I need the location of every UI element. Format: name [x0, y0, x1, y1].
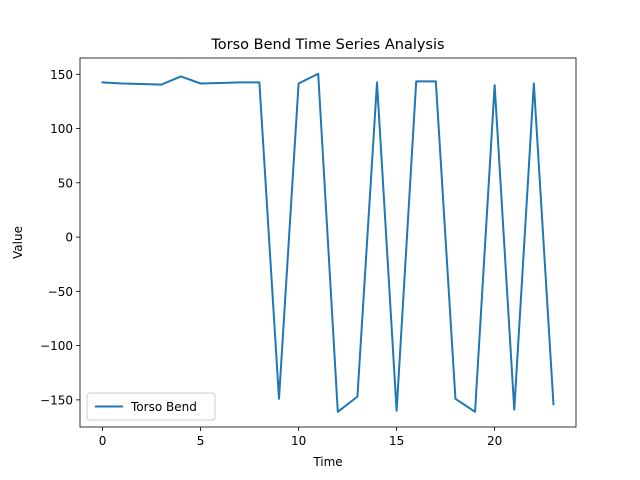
legend-box [86, 392, 216, 421]
legend: Torso Bend [86, 392, 216, 421]
y-tick-label: 100 [50, 122, 73, 136]
legend-label: Torso Bend [130, 400, 197, 414]
y-tick-label: 0 [65, 231, 73, 245]
x-tick-label: 0 [99, 434, 107, 448]
x-tick-label: 10 [291, 434, 306, 448]
y-tick-label: 150 [50, 68, 73, 82]
series-line-0 [101, 72, 555, 413]
y-tick-label: −50 [48, 285, 73, 299]
y-tick-label: −100 [40, 339, 73, 353]
x-tick-label: 5 [197, 434, 205, 448]
x-axis: 0 5 10 15 20 [99, 427, 502, 448]
x-axis-label: Time [312, 455, 342, 469]
x-tick-label: 20 [487, 434, 502, 448]
plot-frame [79, 57, 577, 428]
y-tick-label: 50 [58, 176, 73, 190]
x-tick-label: 15 [389, 434, 404, 448]
y-axis: −150 −100 −50 0 50 100 150 [40, 68, 80, 407]
y-tick-label: −150 [40, 393, 73, 407]
y-axis-label: Value [11, 226, 25, 259]
chart-title: Torso Bend Time Series Analysis [210, 37, 444, 53]
